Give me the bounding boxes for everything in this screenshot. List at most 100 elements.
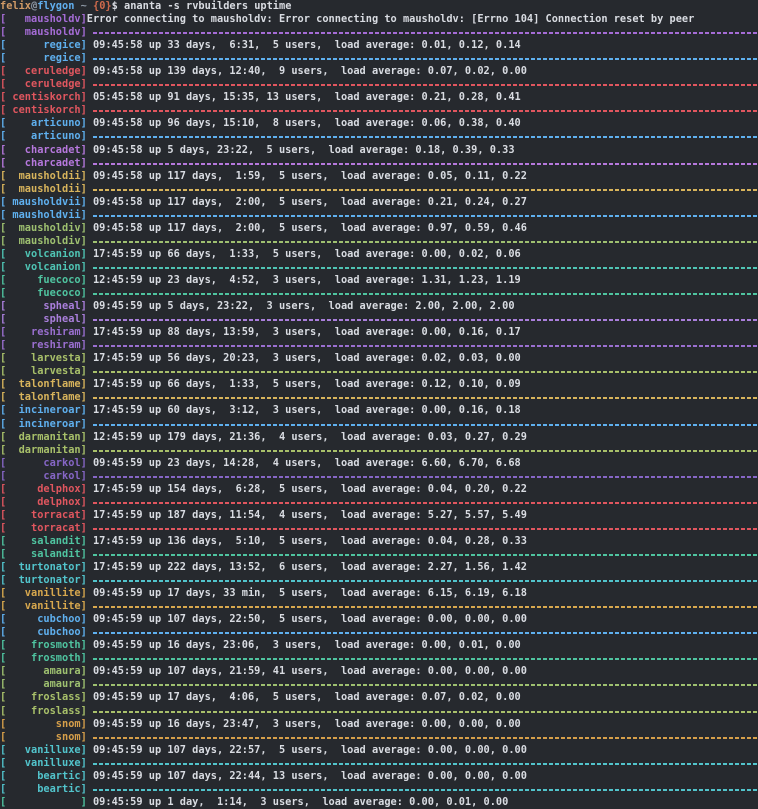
host-output-row: [ amaura] 09:45:59 up 107 days, 21:59, 4…: [0, 665, 758, 678]
host-output-row: [ turtonator] 17:45:59 up 222 days, 13:5…: [0, 561, 758, 574]
host-separator-row: [ amaura]: [0, 678, 758, 691]
separator-dashes: [93, 240, 758, 243]
separator-dashes: [93, 319, 758, 322]
shell-prompt-line: felix@flygon ~ {0}$ ananta -s rvbuilders…: [0, 0, 758, 13]
host-label: [ mausholdii]: [0, 169, 87, 182]
separator-dashes: [93, 266, 758, 269]
host-output-text: 09:45:58 up 117 days, 2:00, 5 users, loa…: [86, 221, 527, 234]
separator-dashes: [93, 397, 758, 400]
host-label: [ mausholdiv]: [0, 221, 87, 234]
separator-dashes: [93, 501, 758, 504]
host-output-row: [ frosmoth] 09:45:59 up 16 days, 23:06, …: [0, 639, 758, 652]
host-output-text: 17:45:59 up 187 days, 11:54, 4 users, lo…: [86, 508, 527, 521]
separator-dashes: [93, 736, 758, 739]
host-label: [ spheal]: [0, 313, 87, 326]
host-separator-row: [ froslass]: [0, 705, 758, 718]
host-separator-row: [ centiskorch]: [0, 104, 758, 117]
host-label: [ frosmoth]: [0, 652, 87, 665]
host-label: [ beartic]: [0, 782, 87, 795]
separator-dashes: [93, 762, 758, 765]
host-label: [ articuno]: [0, 117, 87, 130]
host-label: [ charcadet]: [0, 156, 87, 169]
host-separator-row: [ vanillite]: [0, 600, 758, 613]
host-label: [ cubchoo]: [0, 613, 87, 626]
host-label: [ ceruledge]: [0, 78, 87, 91]
host-output-text: 09:45:58 up 33 days, 6:31, 5 users, load…: [86, 39, 521, 52]
host-output-row: [ mausholdiv] 09:45:58 up 117 days, 2:00…: [0, 222, 758, 235]
separator-dashes: [93, 710, 758, 713]
host-output-text: 17:45:59 up 136 days, 5:10, 5 users, loa…: [86, 534, 527, 547]
host-separator-row: [ delphox]: [0, 496, 758, 509]
separator-dashes: [93, 527, 758, 530]
host-separator-row: [ darmanitan]: [0, 444, 758, 457]
host-separator-row: [ mausholdv]: [0, 26, 758, 39]
separator-dashes: [93, 475, 758, 478]
separator-dashes: [93, 58, 758, 61]
separator-dashes: [93, 632, 758, 635]
separator-dashes: [93, 658, 758, 661]
host-separator-row: [ carkol]: [0, 470, 758, 483]
host-label: [ fuecoco]: [0, 273, 87, 286]
host-output-row: [ centiskorch] 05:45:58 up 91 days, 15:3…: [0, 91, 758, 104]
host-separator-row: [ mausholdiv]: [0, 235, 758, 248]
host-separator-row: [ frosmoth]: [0, 652, 758, 665]
host-separator-row: [ mausholdvii]: [0, 209, 758, 222]
host-output-text: 17:45:59 up 88 days, 13:59, 3 users, loa…: [86, 326, 521, 339]
host-output-row: [ mausholdv]Error connecting to maushold…: [0, 13, 758, 26]
host-output-row: [ vanilluxe] 09:45:59 up 107 days, 22:57…: [0, 744, 758, 757]
host-label: [ delphox]: [0, 495, 87, 508]
host-output-text: 09:45:58 up 117 days, 1:59, 5 users, loa…: [86, 169, 527, 182]
host-output-row: [ spheal] 09:45:59 up 5 days, 23:22, 3 u…: [0, 300, 758, 313]
host-output-row: [ torracat] 17:45:59 up 187 days, 11:54,…: [0, 509, 758, 522]
separator-dashes: [93, 449, 758, 452]
host-label: [ torracat]: [0, 508, 87, 521]
host-label: [ mausholdvii]: [0, 195, 87, 208]
host-label: [ mausholdiv]: [0, 234, 87, 247]
host-output-row: [ articuno] 09:45:58 up 96 days, 15:10, …: [0, 117, 758, 130]
host-output-text: 17:45:59 up 56 days, 20:23, 3 users, loa…: [86, 352, 521, 365]
host-label: [ ]: [0, 795, 87, 808]
host-separator-row: [ mausholdii]: [0, 183, 758, 196]
separator-dashes: [93, 84, 758, 87]
host-output-row: [ beartic] 09:45:59 up 107 days, 22:44, …: [0, 770, 758, 783]
host-separator-row: [ larvesta]: [0, 365, 758, 378]
separator-dashes: [93, 162, 758, 165]
host-separator-row: [ incineroar]: [0, 418, 758, 431]
host-label: [ centiskorch]: [0, 91, 87, 104]
host-label: [ fuecoco]: [0, 287, 87, 300]
host-separator-row: [ turtonator]: [0, 574, 758, 587]
host-output-text: 09:45:59 up 23 days, 14:28, 4 users, loa…: [86, 456, 521, 469]
host-separator-row: [ vanilluxe]: [0, 757, 758, 770]
host-output-text: 09:45:59 up 16 days, 23:47, 3 users, loa…: [86, 717, 521, 730]
host-label: [ cubchoo]: [0, 626, 87, 639]
host-output-text: 12:45:59 up 179 days, 21:36, 4 users, lo…: [86, 430, 527, 443]
command-text: ananta -s rvbuilders uptime: [117, 0, 292, 12]
host-label: [ salandit]: [0, 534, 87, 547]
host-label: [ salandit]: [0, 547, 87, 560]
host-output-row: [ ] 09:45:59 up 1 day, 1:14, 3 users, lo…: [0, 796, 758, 809]
host-output-row: [ larvesta] 17:45:59 up 56 days, 20:23, …: [0, 352, 758, 365]
host-output-text: 09:45:58 up 117 days, 2:00, 5 users, loa…: [86, 195, 527, 208]
host-output-text: 17:45:59 up 222 days, 13:52, 6 users, lo…: [86, 561, 527, 574]
prompt-segment: flygon: [37, 0, 75, 12]
host-output-row: [ ceruledge] 09:45:58 up 139 days, 12:40…: [0, 65, 758, 78]
separator-dashes: [93, 110, 758, 113]
host-label: [ reshiram]: [0, 339, 87, 352]
host-label: [ snom]: [0, 717, 87, 730]
host-label: [ ceruledge]: [0, 65, 87, 78]
host-label: [ volcanion]: [0, 260, 87, 273]
host-label: [ mausholdii]: [0, 182, 87, 195]
host-label: [ amaura]: [0, 678, 87, 691]
host-output-text: Error connecting to mausholdv: Error con…: [86, 13, 695, 26]
separator-dashes: [93, 371, 758, 374]
host-output-text: 09:45:59 up 5 days, 23:22, 3 users, load…: [86, 300, 515, 313]
separator-dashes: [93, 345, 758, 348]
host-output-row: [ mausholdii] 09:45:58 up 117 days, 1:59…: [0, 170, 758, 183]
host-output-text: 17:45:59 up 60 days, 3:12, 3 users, load…: [86, 404, 521, 417]
host-separator-row: [ spheal]: [0, 313, 758, 326]
prompt-segment: ~: [80, 0, 87, 12]
host-label: [ turtonator]: [0, 574, 87, 587]
host-label: [ spheal]: [0, 300, 87, 313]
host-output-text: 12:45:59 up 23 days, 4:52, 3 users, load…: [86, 273, 521, 286]
